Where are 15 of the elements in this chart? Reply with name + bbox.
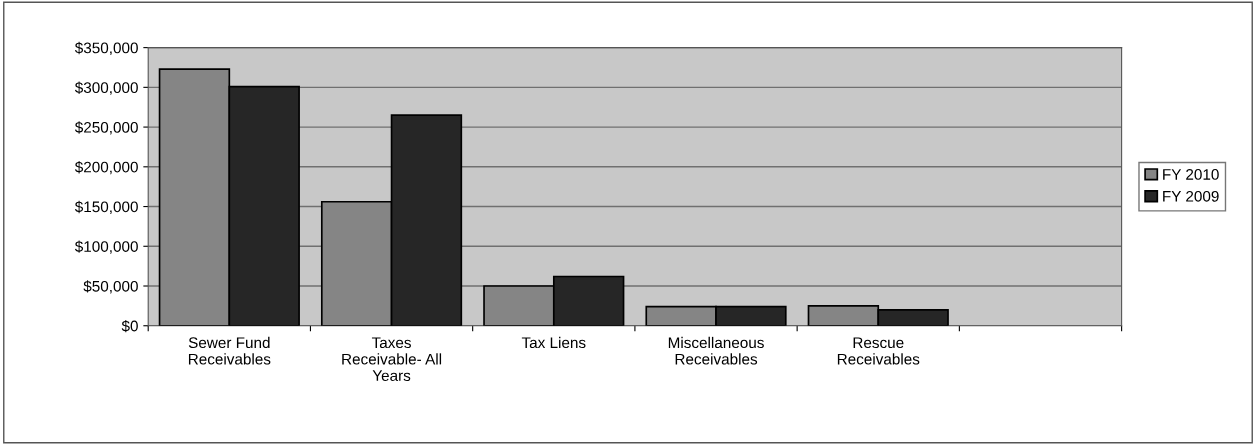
y-tick-label: $0 <box>121 319 138 333</box>
y-tick-label: $100,000 <box>74 240 138 254</box>
y-tick-label: $250,000 <box>74 121 138 135</box>
x-tick-label: Tax Liens <box>521 336 586 349</box>
x-tick-label: Miscellaneous Receivables <box>668 336 764 365</box>
y-tick-label: $50,000 <box>83 280 138 294</box>
legend-label: FY 2009 <box>1163 190 1219 202</box>
x-tick-label: Taxes Receivable- All Years <box>342 337 442 381</box>
legend-label: FY 2010 <box>1163 169 1219 180</box>
y-tick-label: $200,000 <box>74 161 138 175</box>
y-tick-label: $300,000 <box>74 81 138 95</box>
x-tick-label: Rescue Receivables <box>837 337 920 365</box>
y-tick-label: $150,000 <box>74 200 138 215</box>
x-tick-label: Sewer Fund Receivables <box>188 336 271 365</box>
y-tick-label: $350,000 <box>74 41 138 56</box>
